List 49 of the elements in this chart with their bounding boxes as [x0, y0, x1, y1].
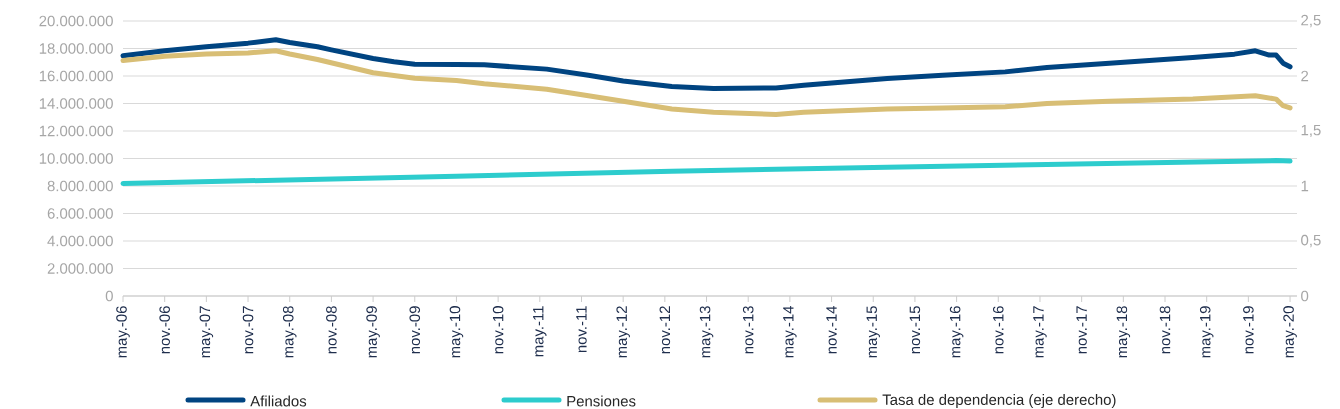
x-tick-label: may.-14: [783, 305, 797, 358]
y-tick-label: 6.000.000: [47, 208, 113, 219]
x-tick-label: nov.-12: [659, 306, 671, 354]
x-tick-label: may.-11: [533, 306, 547, 357]
y2-tick-label: 2,5: [1301, 14, 1321, 28]
x-tick-label: nov.-06: [159, 306, 170, 354]
y-tick-label: 2.000.000: [47, 263, 113, 274]
x-tick-label: nov.-14: [826, 305, 837, 354]
y2-tick-label: 0: [1301, 290, 1309, 302]
y-tick-label: 8.000.000: [47, 180, 113, 192]
x-tick-label: may.-13: [699, 306, 714, 358]
x-tick-label: nov.-10: [492, 306, 504, 354]
y-tick-label: 12.000.000: [39, 125, 113, 137]
y2-tick-label: 1,5: [1301, 124, 1321, 138]
x-tick-label: may.-16: [949, 306, 964, 358]
y-tick-label: 10.000.000: [39, 153, 113, 164]
x-tick-label: may.-09: [366, 306, 380, 358]
x-tick-label: may.-18: [1116, 306, 1131, 358]
x-tick-label: may.-20: [1283, 306, 1297, 358]
y-tick-label: 14.000.000: [39, 98, 113, 109]
x-tick-label: nov.-08: [326, 306, 337, 354]
x-tick-label: may.-17: [1033, 306, 1047, 358]
y2-tick-label: 1: [1301, 180, 1309, 192]
y2-tick-label: 0,5: [1301, 234, 1321, 248]
x-tick-label: nov.-18: [1159, 306, 1171, 354]
y2-tick-label: 2: [1301, 70, 1309, 82]
x-tick-label: may.-15: [866, 306, 880, 358]
x-tick-label: may.-12: [616, 306, 630, 358]
x-tick-label: may.-08: [282, 306, 297, 358]
y-tick-label: 18.000.000: [39, 43, 113, 54]
legend-label: Afiliados: [250, 395, 307, 407]
x-tick-label: nov.-07: [242, 306, 254, 354]
y-tick-label: 20.000.000: [39, 15, 113, 27]
x-tick-label: nov.-13: [742, 306, 754, 354]
x-tick-label: may.-19: [1199, 306, 1214, 358]
legend-label: Tasa de dependencia (eje derecho): [882, 394, 1116, 408]
x-tick-label: nov.-17: [1076, 306, 1087, 354]
x-tick-label: may.-10: [449, 306, 464, 358]
x-tick-label: may.-06: [116, 306, 130, 358]
x-tick-label: nov.-15: [909, 306, 921, 354]
x-tick-label: nov.-09: [409, 306, 421, 354]
x-tick-label: may.-07: [199, 306, 214, 358]
x-tick-label: nov.-19: [1243, 306, 1254, 354]
x-tick-label: nov.-16: [993, 306, 1004, 354]
y-tick-label: 0: [105, 290, 113, 302]
x-tick-label: nov.-11: [576, 306, 587, 353]
legend-label: Pensiones: [567, 395, 636, 407]
y-tick-label: 4.000.000: [47, 235, 113, 247]
y-tick-label: 16.000.000: [39, 70, 113, 82]
